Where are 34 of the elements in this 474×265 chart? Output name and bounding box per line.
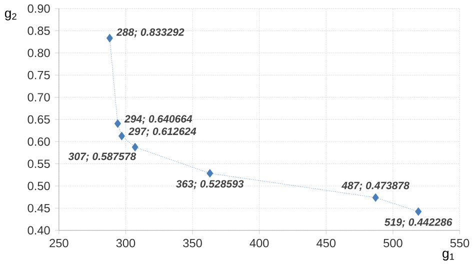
- y-tick-label: 0.45: [28, 204, 50, 212]
- y-axis-title: g$_{2}$: [4, 10, 16, 20]
- y-tick-label: 0.65: [28, 115, 50, 124]
- point: [106, 34, 113, 42]
- y-tick-label: 0.85: [28, 26, 50, 35]
- x-tick-label: 400: [250, 238, 269, 248]
- y-tick-label: 0.40: [28, 226, 50, 235]
- x-tick-label: 550: [450, 238, 470, 248]
- x-axis-title: g$_{1}$: [442, 250, 454, 261]
- point: [132, 142, 138, 152]
- y-tick-label: 0.55: [28, 160, 50, 168]
- point: [372, 193, 379, 202]
- point: [114, 119, 121, 128]
- y-tick-label: 0.70: [28, 93, 50, 102]
- x-tick-label: 300: [116, 238, 136, 248]
- x-tick-label: 250: [50, 238, 68, 248]
- data-label: 487; 0.473878: [342, 182, 410, 191]
- y-tick-label: 0.50: [28, 182, 50, 190]
- data-label: 294; 0.640664: [124, 115, 192, 124]
- x-tick-label: 500: [384, 238, 402, 248]
- point: [206, 169, 214, 178]
- y-tick-label: 0.90: [28, 4, 50, 13]
- point: [415, 207, 422, 216]
- y-tick-label: 0.60: [28, 137, 50, 146]
- y-tick-label: 0.75: [28, 70, 50, 80]
- data-label: 297; 0.612624: [128, 128, 196, 137]
- data-label: 288; 0.833292: [116, 28, 184, 38]
- data-label: 519; 0.442286: [384, 218, 452, 228]
- point: [118, 132, 125, 140]
- y-tick-label: 0.80: [28, 48, 50, 58]
- x-tick-label: 350: [183, 238, 202, 248]
- data-label: 363; 0.528593: [176, 180, 244, 190]
- x-tick-label: 450: [316, 238, 336, 248]
- data-label: 307; 0.587578: [68, 152, 136, 162]
